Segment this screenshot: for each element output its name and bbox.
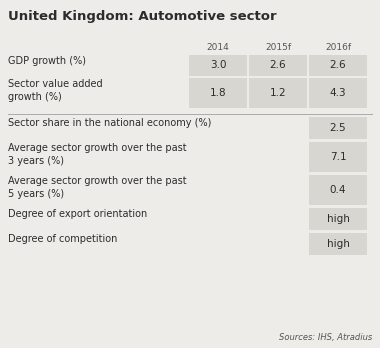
Text: Average sector growth over the past
3 years (%): Average sector growth over the past 3 ye… bbox=[8, 143, 187, 166]
Text: 3.0: 3.0 bbox=[210, 61, 226, 71]
Text: 0.4: 0.4 bbox=[330, 185, 346, 195]
Text: United Kingdom: Automotive sector: United Kingdom: Automotive sector bbox=[8, 10, 277, 23]
Text: 2015f: 2015f bbox=[265, 43, 291, 52]
Text: 2.5: 2.5 bbox=[330, 123, 346, 133]
Bar bbox=[249, 78, 307, 108]
Bar bbox=[189, 55, 247, 76]
Text: 2.6: 2.6 bbox=[270, 61, 286, 71]
Text: Sources: IHS, Atradius: Sources: IHS, Atradius bbox=[279, 333, 372, 342]
Bar bbox=[309, 208, 367, 230]
Text: 1.8: 1.8 bbox=[210, 88, 226, 98]
Text: Sector value added
growth (%): Sector value added growth (%) bbox=[8, 79, 103, 102]
Bar bbox=[309, 175, 367, 205]
Text: Sector share in the national economy (%): Sector share in the national economy (%) bbox=[8, 118, 211, 128]
Bar bbox=[309, 117, 367, 139]
Text: 2016f: 2016f bbox=[325, 43, 351, 52]
Text: GDP growth (%): GDP growth (%) bbox=[8, 56, 86, 66]
Bar bbox=[309, 55, 367, 76]
Bar bbox=[189, 78, 247, 108]
Bar bbox=[309, 233, 367, 255]
Text: 7.1: 7.1 bbox=[330, 152, 346, 162]
Text: 2.6: 2.6 bbox=[330, 61, 346, 71]
Text: high: high bbox=[326, 214, 350, 224]
Bar bbox=[309, 142, 367, 172]
Text: Degree of competition: Degree of competition bbox=[8, 234, 117, 244]
Text: Average sector growth over the past
5 years (%): Average sector growth over the past 5 ye… bbox=[8, 176, 187, 199]
Text: 2014: 2014 bbox=[207, 43, 230, 52]
Bar bbox=[309, 78, 367, 108]
Bar bbox=[249, 55, 307, 76]
Text: high: high bbox=[326, 239, 350, 249]
Text: 4.3: 4.3 bbox=[330, 88, 346, 98]
Text: Degree of export orientation: Degree of export orientation bbox=[8, 209, 147, 219]
Text: 1.2: 1.2 bbox=[270, 88, 286, 98]
